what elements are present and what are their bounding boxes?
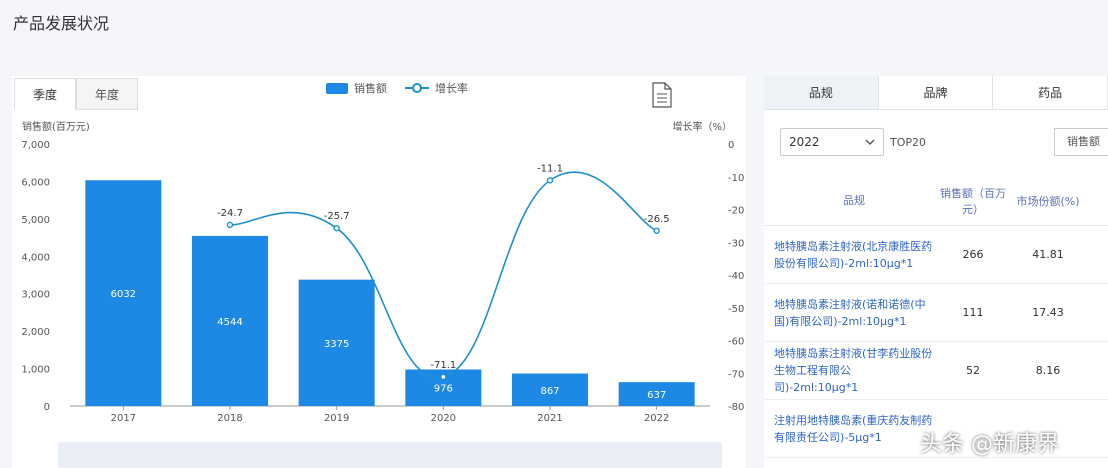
y-tick-left-label: 1,000	[21, 365, 50, 376]
tab-brand[interactable]: 品牌	[878, 76, 994, 110]
y-tick-left-label: 2,000	[21, 327, 50, 338]
legend-item-sales[interactable]: 销售额	[326, 80, 387, 96]
product-link[interactable]: 地特胰岛素注射液(甘李药业股份生物工程有限公司)-2ml:10μg*1	[774, 347, 933, 394]
document-icon[interactable]	[652, 82, 672, 108]
bar-label: 976	[434, 384, 453, 395]
growth-label: -24.7	[217, 208, 243, 219]
y-tick-left-label: 6,000	[21, 177, 50, 188]
bar-label: 4544	[217, 317, 242, 328]
x-tick-label: 2017	[111, 413, 136, 424]
ranking-table: 品规 销售额（百万元） 市场份额(%) 地特胰岛素注射液(北京康胜医药股份有限公…	[764, 176, 1108, 458]
bar	[192, 235, 268, 406]
table-row: 地特胰岛素注射液(北京康胜医药股份有限公司)-2ml:10μg*1 266 41…	[764, 226, 1108, 284]
y-tick-right-label: -60	[728, 337, 744, 348]
growth-label: -11.1	[537, 163, 563, 174]
bar-label: 637	[647, 390, 666, 401]
share-cell: 17.43	[1032, 306, 1064, 319]
sales-cell: 111	[962, 306, 984, 319]
legend-label-growth: 增长率	[435, 82, 468, 95]
y-tick-left-label: 7,000	[21, 140, 50, 151]
legend-item-growth[interactable]: 增长率	[405, 80, 468, 96]
growth-point	[440, 373, 447, 381]
y-tick-right-label: -80	[728, 402, 744, 413]
product-link[interactable]: 地特胰岛素注射液(诺和诺德(中国)有限公司)-2ml:10μg*1	[774, 297, 926, 328]
watermark: 头条 @新康界	[920, 432, 1059, 457]
chevron-down-icon	[865, 139, 875, 145]
y-axis-right-label: 增长率（%）	[672, 120, 732, 133]
chart-zoom-slider[interactable]	[58, 442, 722, 468]
period-tabs: 季度 年度	[14, 78, 139, 110]
y-tick-right-label: -70	[728, 369, 744, 380]
year-select[interactable]: 2022	[780, 128, 884, 156]
x-tick-label: 2019	[324, 413, 349, 424]
header-sales[interactable]: 销售额（百万元）	[940, 186, 1006, 216]
y-tick-left-label: 0	[44, 402, 50, 413]
y-tick-left-label: 4,000	[21, 252, 50, 263]
share-cell: 41.81	[1032, 248, 1064, 261]
growth-label: -25.7	[324, 211, 350, 222]
bar	[298, 279, 375, 406]
share-cell: 8.16	[1035, 364, 1061, 377]
sales-cell: 52	[966, 364, 980, 377]
bar	[618, 382, 695, 406]
y-tick-right-label: -20	[728, 206, 744, 217]
bar	[85, 180, 162, 406]
product-link[interactable]: 注射用地特胰岛素(重庆药友制药有限责任公司)-5μg*1	[774, 413, 933, 444]
bar-label: 6032	[111, 289, 136, 300]
legend-line-swatch	[405, 83, 429, 93]
table-row: 地特胰岛素注射液(诺和诺德(中国)有限公司)-2ml:10μg*1 111 17…	[764, 284, 1108, 342]
bar-label: 867	[540, 386, 559, 397]
x-tick-label: 2018	[217, 413, 242, 424]
y-tick-right-label: -30	[728, 238, 744, 249]
product-link[interactable]: 地特胰岛素注射液(北京康胜医药股份有限公司)-2ml:10μg*1	[774, 239, 933, 270]
legend-label-sales: 销售额	[354, 82, 387, 95]
header-product[interactable]: 品规	[843, 194, 865, 207]
year-select-value: 2022	[789, 135, 820, 149]
top-label: TOP20	[890, 135, 927, 149]
x-tick-label: 2020	[431, 413, 456, 424]
growth-line	[229, 171, 658, 379]
y-tick-right-label: 0	[728, 140, 734, 151]
y-tick-right-label: -50	[728, 304, 744, 315]
y-tick-right-label: -40	[728, 271, 744, 282]
table-row: 注射用地特胰岛素(重庆药友制药有限责任公司)-5μg*1	[764, 400, 1108, 458]
table-row: 地特胰岛素注射液(甘李药业股份生物工程有限公司)-2ml:10μg*1 52 8…	[764, 342, 1108, 400]
x-tick-label: 2022	[644, 413, 669, 424]
ranking-filters: 2022 TOP20	[780, 128, 926, 156]
tab-drug[interactable]: 药品	[993, 76, 1108, 110]
table-header: 品规 销售额（百万元） 市场份额(%)	[764, 176, 1108, 226]
x-tick-label: 2021	[537, 413, 562, 424]
page-title: 产品发展状况	[13, 14, 110, 33]
ranking-tabs: 品规 品牌 药品	[764, 76, 1108, 110]
growth-point	[226, 221, 234, 229]
sales-cell: 266	[962, 248, 984, 261]
legend-bar-swatch	[326, 82, 348, 94]
chart-legend: 销售额 增长率	[326, 80, 468, 96]
tab-spec[interactable]: 品规	[764, 76, 879, 110]
combo-chart: 销售额(百万元) 增长率（%） 7,000 6,000 5,000 4,000 3,000 2…	[21, 120, 744, 424]
bar-label: 3375	[324, 339, 349, 350]
bar	[512, 373, 588, 406]
growth-point	[333, 224, 340, 232]
growth-label: -71.1	[430, 360, 456, 371]
y-tick-left-label: 3,000	[21, 290, 50, 301]
tab-year[interactable]: 年度	[76, 78, 139, 110]
y-tick-right-label: -10	[728, 173, 744, 184]
sort-select[interactable]: 销售额	[1054, 128, 1108, 156]
chart-panel: 季度 年度 销售额 增长率 销售额(百万元) 增长率（%） 7,000 6,000 5,…	[12, 76, 746, 468]
tab-quarter[interactable]: 季度	[14, 78, 77, 110]
ranking-panel: 品规 品牌 药品 2022 TOP20 销售额 品规 销售额（百万元） 市场份额…	[764, 76, 1108, 468]
y-axis-left-label: 销售额(百万元)	[22, 120, 90, 133]
growth-label: -26.5	[644, 214, 670, 225]
header-share[interactable]: 市场份额(%)	[1016, 194, 1080, 208]
y-tick-left-label: 5,000	[21, 215, 50, 226]
growth-point	[546, 177, 554, 184]
growth-point	[653, 227, 660, 234]
